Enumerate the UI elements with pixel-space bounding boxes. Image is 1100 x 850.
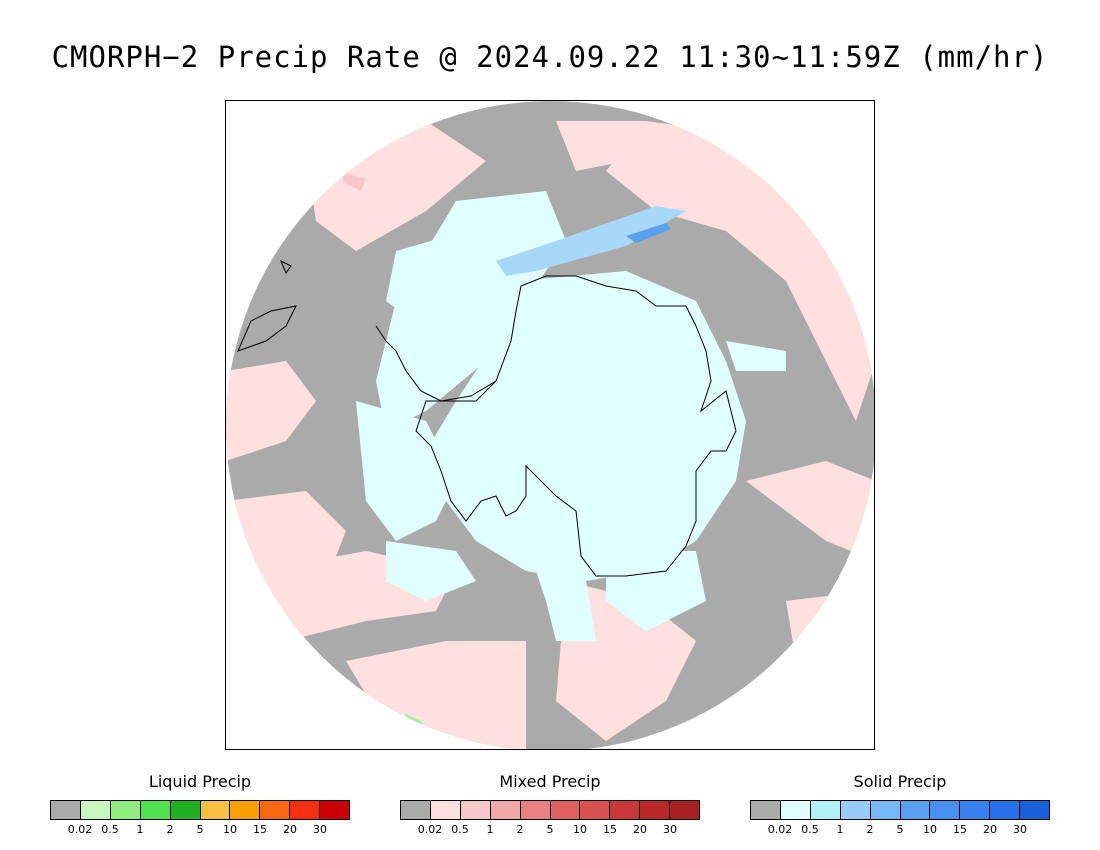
colorbar-swatch	[260, 801, 291, 819]
solid-precip-region	[606, 551, 706, 631]
colorbar-swatch	[900, 801, 931, 819]
colorbar-tick-label: 5	[546, 823, 554, 836]
colorbar-tick-label: 0.02	[767, 823, 793, 836]
legend-title: Solid Precip	[853, 772, 947, 791]
legend-title: Mixed Precip	[499, 772, 601, 791]
colorbar-swatch	[460, 801, 491, 819]
colorbar-swatch	[520, 801, 551, 819]
precip-field	[226, 101, 874, 749]
map-canvas	[226, 101, 874, 749]
colorbar-tick-label: 10	[223, 823, 237, 836]
colorbar-tick-label: 0.5	[451, 823, 469, 836]
colorbar-swatch	[550, 801, 581, 819]
legend-mixed: Mixed Precip 0.02 0.5 1 2 5 10 15 20 30	[400, 772, 700, 842]
colorbar-ticks: 0.02 0.5 1 2 5 10 15 20 30	[400, 823, 700, 837]
colorbar-swatch	[490, 801, 521, 819]
polar-map	[225, 100, 875, 750]
solid-precip-region	[426, 271, 746, 581]
colorbar-swatch	[230, 801, 261, 819]
colorbar	[50, 800, 350, 820]
colorbar-tick-label: 1	[486, 823, 494, 836]
antarctic-peninsula-coastline	[375, 325, 497, 402]
solid-precip-band	[496, 206, 686, 276]
colorbar-ticks: 0.02 0.5 1 2 5 10 15 20 30	[50, 823, 350, 837]
legend-title: Liquid Precip	[148, 772, 252, 791]
mixed-precip-region	[226, 361, 316, 461]
colorbar-tick-label: 30	[1013, 823, 1027, 836]
colorbar-tick-label: 30	[663, 823, 677, 836]
colorbar-tick-label: 0.5	[101, 823, 119, 836]
colorbar-tick-label: 1	[136, 823, 144, 836]
colorbar-swatch	[51, 801, 81, 819]
colorbar-swatch	[140, 801, 171, 819]
colorbar-ticks: 0.02 0.5 1 2 5 10 15 20 30	[750, 823, 1050, 837]
solid-precip-region	[726, 341, 786, 371]
solid-precip-region	[356, 401, 456, 541]
colorbar-swatch	[990, 801, 1021, 819]
colorbar-swatch	[780, 801, 811, 819]
colorbar-tick-label: 20	[283, 823, 297, 836]
mixed-precip-region	[786, 591, 866, 661]
colorbar	[750, 800, 1050, 820]
colorbar-swatch	[610, 801, 641, 819]
solid-precip-region	[386, 541, 476, 601]
colorbar-tick-label: 2	[516, 823, 524, 836]
colorbar-swatch	[200, 801, 231, 819]
antarctica-coastline	[415, 275, 737, 577]
colorbar-swatch	[401, 801, 431, 819]
colorbar	[400, 800, 700, 820]
colorbar-swatch	[1020, 801, 1050, 819]
mixed-precip-region	[556, 121, 646, 171]
colorbar-tick-label: 15	[253, 823, 267, 836]
colorbar-swatch	[170, 801, 201, 819]
colorbar-swatch	[870, 801, 901, 819]
colorbar-tick-label: 5	[196, 823, 204, 836]
colorbar-tick-label: 20	[983, 823, 997, 836]
colorbar-swatch	[430, 801, 461, 819]
south-georgia-coastline	[280, 259, 292, 275]
colorbar-swatch	[290, 801, 321, 819]
mixed-precip-region	[746, 461, 874, 561]
colorbar-tick-label: 2	[866, 823, 874, 836]
colorbar-tick-label: 10	[573, 823, 587, 836]
solid-precip-band	[626, 223, 671, 243]
colorbar-swatch	[80, 801, 111, 819]
colorbar-swatch	[640, 801, 671, 819]
solid-precip-region	[386, 231, 486, 331]
colorbar-tick-label: 5	[896, 823, 904, 836]
colorbar-tick-label: 15	[603, 823, 617, 836]
colorbar-swatch	[840, 801, 871, 819]
solid-precip-region	[376, 191, 566, 431]
colorbar-tick-label: 2	[166, 823, 174, 836]
chart-title: CMORPH−2 Precip Rate @ 2024.09.22 11:30~…	[51, 40, 1049, 74]
legend-liquid: Liquid Precip 0.02 0.5 1 2 5 10 15 20 30	[50, 772, 350, 842]
colorbar-swatch	[580, 801, 611, 819]
colorbar-tick-label: 20	[633, 823, 647, 836]
mixed-precip-spot	[341, 171, 366, 191]
solid-precip-region	[536, 571, 596, 641]
colorbar-swatch	[320, 801, 350, 819]
colorbar-tick-label: 15	[953, 823, 967, 836]
colorbar-swatch	[810, 801, 841, 819]
colorbar-swatch	[930, 801, 961, 819]
colorbar-swatch	[110, 801, 141, 819]
colorbar-swatch	[751, 801, 781, 819]
colorbar-tick-label: 1	[836, 823, 844, 836]
legend-solid: Solid Precip 0.02 0.5 1 2 5 10 15 20 30	[750, 772, 1050, 842]
south-america-coastline	[237, 305, 297, 352]
colorbar-tick-label: 30	[313, 823, 327, 836]
colorbar-tick-label: 0.02	[67, 823, 93, 836]
colorbar-tick-label: 10	[923, 823, 937, 836]
mixed-precip-region	[346, 641, 526, 749]
colorbar-swatch	[670, 801, 700, 819]
colorbar-tick-label: 0.5	[801, 823, 819, 836]
colorbar-swatch	[960, 801, 991, 819]
colorbar-tick-label: 0.02	[417, 823, 443, 836]
